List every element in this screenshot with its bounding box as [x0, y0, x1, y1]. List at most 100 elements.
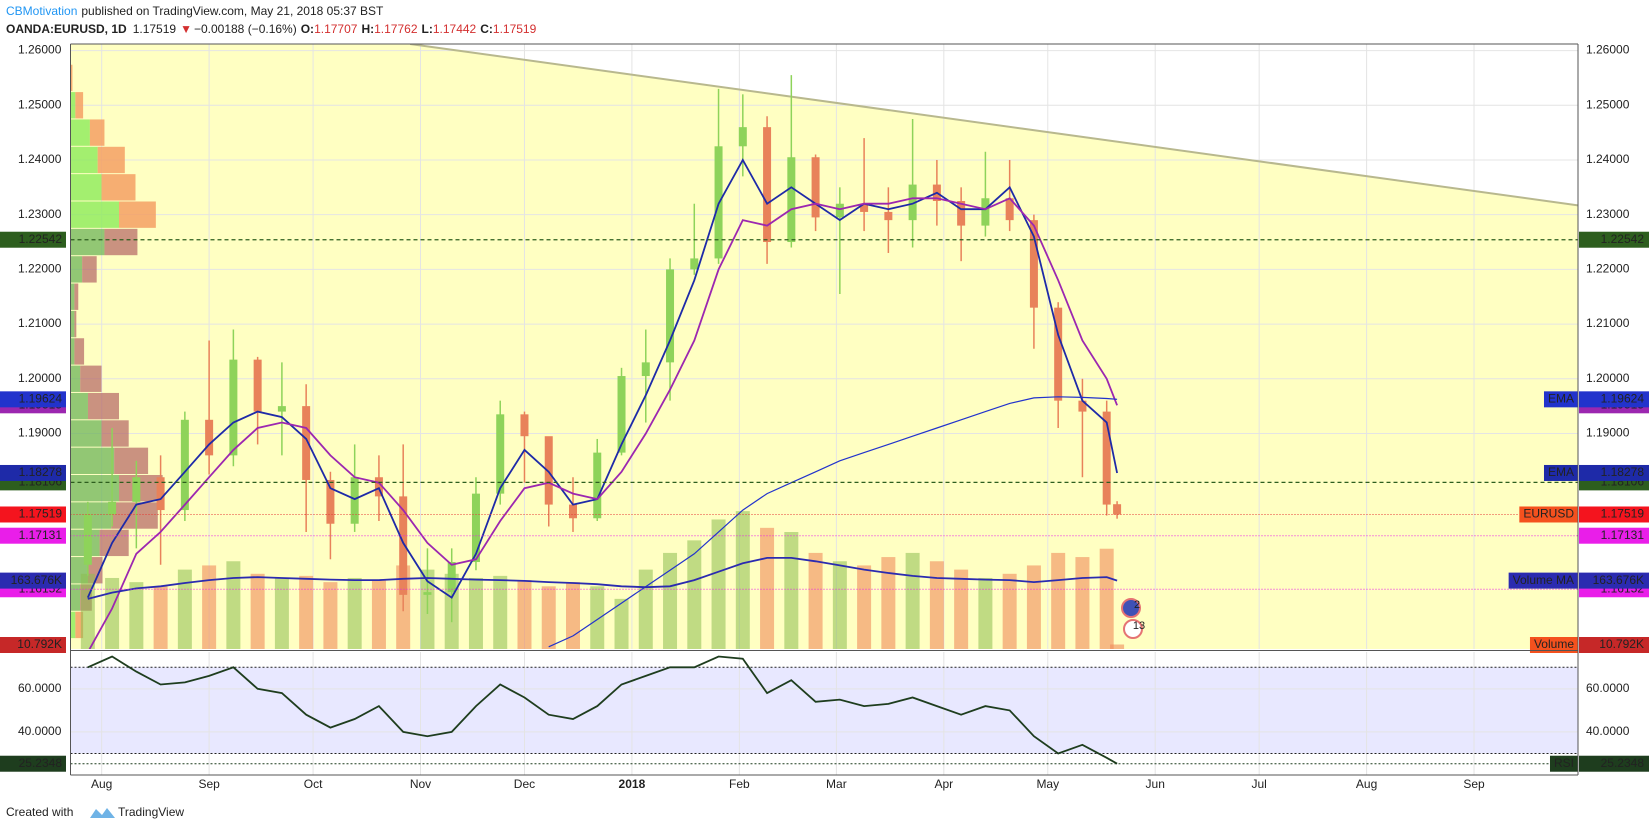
l-label: L: [422, 22, 433, 36]
level-label-box [1579, 527, 1649, 544]
volume-bar [832, 561, 847, 649]
rsi-band [70, 667, 1578, 754]
profile-sell [75, 611, 84, 639]
level-label: 1.17131 [1601, 528, 1645, 542]
c-label: C: [480, 22, 493, 36]
volume-label: 10.792K [1599, 637, 1644, 651]
candle-body [835, 203, 844, 218]
series-name: EMA [1548, 465, 1574, 479]
profile-sell [101, 420, 129, 447]
y-tick-label: 1.23000 [1586, 207, 1630, 221]
x-tick-label: Apr [934, 777, 953, 791]
volume-ma-label: 163.676K [11, 573, 62, 587]
x-tick-label: Dec [514, 777, 535, 791]
volume-bar [493, 575, 508, 649]
rsi-tick-label: 40.0000 [18, 724, 62, 738]
last-price-label-box [0, 506, 66, 523]
candle-body [447, 562, 456, 593]
candle-body [180, 419, 189, 511]
profile-sell [104, 228, 138, 256]
x-tick-label: Feb [729, 777, 750, 791]
candle-body [641, 362, 650, 377]
series-name: Volume MA [1513, 573, 1574, 587]
profile-sell [74, 283, 79, 310]
volume-ma-label: 163.676K [1593, 573, 1644, 587]
profile-sell [80, 365, 102, 392]
series-name-box [1508, 572, 1578, 589]
ema-value-label: 1.19624 [1601, 392, 1645, 406]
y-tick-label: 1.26000 [18, 43, 62, 57]
rsi-value-label: 25.2348 [1601, 756, 1645, 770]
y-tick-label: 1.19000 [1586, 426, 1630, 440]
series-name-box [1519, 506, 1578, 523]
candle-body [1078, 400, 1087, 412]
profile-sell [119, 201, 156, 228]
ema-value-label-box [0, 464, 66, 481]
volume-bar [905, 552, 920, 649]
published: published on TradingView.com, May 21, 20… [81, 4, 384, 18]
h-value: 1.17762 [374, 22, 418, 36]
volume-bar [760, 527, 775, 649]
ema-value-label: 1.19624 [19, 392, 63, 406]
candle-body [83, 514, 92, 565]
author[interactable]: CBMotivation [6, 4, 77, 18]
volume-bar [638, 569, 653, 649]
volume-bar [468, 577, 483, 649]
level-label: 1.22542 [1601, 232, 1645, 246]
series-name-box [1543, 391, 1578, 408]
volume-bar [1026, 565, 1041, 649]
volume-ma-label-box [0, 572, 66, 589]
series-name-box [1549, 755, 1578, 772]
volume-bar [202, 565, 217, 649]
ema-line [88, 197, 1118, 649]
volume-label-box [0, 637, 66, 653]
x-tick-label: Aug [1356, 777, 1377, 791]
level-label: 1.17131 [19, 528, 63, 542]
candle-body [1102, 411, 1111, 505]
event-count: 2 [1134, 599, 1140, 611]
l-value: 1.17442 [433, 22, 477, 36]
volume-bar [1002, 573, 1017, 649]
candle-body [205, 419, 214, 456]
y-tick-label: 1.22000 [1586, 262, 1630, 276]
profile-buy [70, 283, 75, 310]
ema-value-label: 1.18278 [1601, 465, 1645, 479]
x-tick-label: Oct [304, 777, 323, 791]
volume-bar [299, 575, 314, 649]
y-tick-label: 1.21000 [18, 316, 62, 330]
volume-bar [226, 561, 241, 649]
profile-buy [70, 201, 119, 228]
candle-body [108, 501, 117, 515]
volume-ma-line [87, 557, 1118, 600]
volume-bar [371, 580, 386, 649]
profile-buy [70, 146, 98, 174]
profile-sell [99, 529, 129, 557]
profile-buy [70, 584, 81, 611]
volume-bar [1075, 557, 1090, 649]
x-tick-label: Nov [410, 777, 431, 791]
candle-body [132, 477, 141, 502]
event-badge [1123, 619, 1143, 639]
volume-bar [1051, 552, 1066, 649]
profile-buy [70, 310, 75, 338]
y-tick-label: 1.24000 [18, 152, 62, 166]
candle-body [1029, 220, 1038, 308]
profile-buy [70, 338, 75, 365]
candle-body [156, 477, 165, 511]
candle-body [350, 477, 359, 524]
candle-body [787, 157, 796, 243]
profile-sell [119, 475, 163, 502]
symbol-line: OANDA:EURUSD, 1D 1.17519 ▼ −0.00188 (−0.16%… [6, 22, 537, 36]
ema-value-label-box [1579, 464, 1649, 481]
rsi-tick-label: 60.0000 [18, 681, 62, 695]
volume-bar [614, 598, 629, 649]
ema-value-label-box [0, 391, 66, 408]
x-tick-label: Sep [1463, 777, 1485, 791]
footer-brand[interactable]: TradingView [118, 805, 184, 819]
volume-bar [80, 573, 95, 649]
volume-bar [687, 540, 702, 649]
volume-bar [929, 561, 944, 649]
y-tick-label: 1.25000 [18, 97, 62, 111]
y-tick-label: 1.20000 [1586, 371, 1630, 385]
y-tick-label: 1.26000 [1586, 43, 1630, 57]
